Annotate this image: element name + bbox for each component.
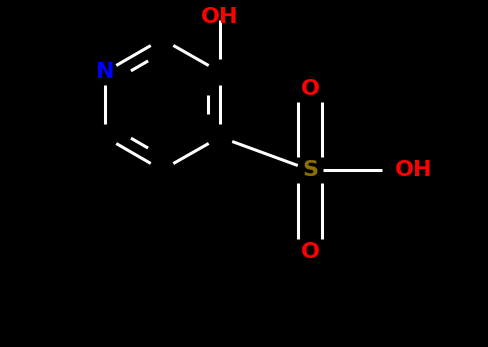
Text: O: O — [300, 242, 319, 262]
Text: N: N — [96, 62, 114, 82]
Text: OH: OH — [394, 160, 431, 180]
Text: O: O — [300, 79, 319, 99]
Text: OH: OH — [201, 7, 238, 27]
Text: S: S — [302, 160, 317, 180]
